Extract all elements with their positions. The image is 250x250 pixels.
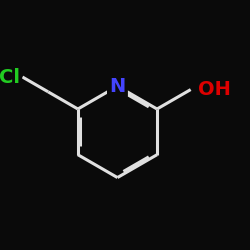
Text: Cl: Cl bbox=[0, 68, 20, 86]
Text: N: N bbox=[109, 77, 126, 96]
Text: OH: OH bbox=[198, 80, 230, 99]
